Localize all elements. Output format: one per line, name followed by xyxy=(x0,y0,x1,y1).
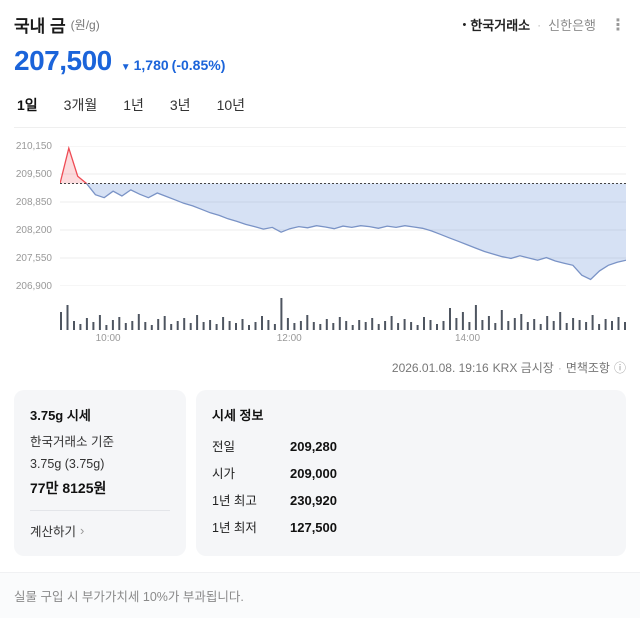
volume-chart xyxy=(60,296,626,330)
volume-chart-svg xyxy=(60,298,626,330)
quote-row: 시가 209,000 xyxy=(212,463,610,482)
source-bullet-icon: • xyxy=(462,18,467,31)
quote-value: 209,280 xyxy=(290,439,337,454)
info-icon[interactable]: ⓘ xyxy=(613,361,626,375)
quote-row: 전일 209,280 xyxy=(212,436,610,455)
quote-card-title: 시세 정보 xyxy=(212,408,264,423)
card-divider xyxy=(30,510,170,511)
y-axis-tick: 208,200 xyxy=(15,225,52,236)
quote-datetime: 2026.01.08. 19:16 xyxy=(391,360,489,375)
calculator-link[interactable]: 계산하기 › xyxy=(30,521,84,540)
quote-label: 전일 xyxy=(212,440,236,454)
tab-1일[interactable]: 1일 xyxy=(17,97,38,113)
header: 국내 금 (원/g) • 한국거래소 · 신한은행 ⋮ xyxy=(14,12,626,37)
tab-10년[interactable]: 10년 xyxy=(216,97,246,113)
tab-3년[interactable]: 3년 xyxy=(169,97,191,113)
down-arrow-icon: ▼ xyxy=(120,62,131,73)
price-unit-label: (원/g) xyxy=(70,18,100,32)
source-krx[interactable]: 한국거래소 xyxy=(470,18,531,33)
x-axis-labels: 10:00 12:00 14:00 xyxy=(60,333,626,347)
source-separator: · xyxy=(537,17,542,32)
tab-3개월[interactable]: 3개월 xyxy=(63,97,98,113)
quote-info-card: 시세 정보 전일 209,280 시가 209,000 1년 최고 230,920 1년 최… xyxy=(196,390,626,556)
quote-value: 230,920 xyxy=(290,493,337,508)
unit-card-price: 77만 8125원 xyxy=(30,480,107,496)
chevron-right-icon: › xyxy=(80,523,85,538)
x-axis-tick: 12:00 xyxy=(276,333,302,344)
price-row: 207,500 ▼ 1,780 (-0.85%) xyxy=(14,47,626,75)
gold-price-widget: 국내 금 (원/g) • 한국거래소 · 신한은행 ⋮ 207,500 ▼ 1,… xyxy=(14,12,626,556)
x-axis-tick: 10:00 xyxy=(95,333,121,344)
y-axis-labels: 210,150 209,500 208,850 208,200 207,550 206,9… xyxy=(14,141,60,292)
x-axis-tick: 14:00 xyxy=(455,333,481,344)
page-title: 국내 금 xyxy=(14,17,66,36)
info-cards: 3.75g 시세 한국거래소 기준 3.75g (3.75g) 77만 8125… xyxy=(14,390,626,556)
quote-rows: 전일 209,280 시가 209,000 1년 최고 230,920 1년 최저 127,5… xyxy=(212,436,610,536)
meta-line: 2026.01.08. 19:16 KRX 금시장 · 면책조항 ⓘ xyxy=(14,359,626,376)
calculator-link-label: 계산하기 xyxy=(30,525,77,539)
unit-card-title: 3.75g 시세 xyxy=(30,408,91,423)
price-chart-svg[interactable] xyxy=(60,146,626,286)
y-axis-tick: 208,850 xyxy=(15,197,52,208)
change-amount: 1,780 xyxy=(133,57,169,73)
quote-value: 127,500 xyxy=(290,520,337,535)
quote-label: 시가 xyxy=(212,467,236,481)
market-name: KRX 금시장 xyxy=(492,361,554,375)
quote-row: 1년 최저 127,500 xyxy=(212,517,610,536)
y-axis-tick: 209,500 xyxy=(15,169,52,180)
y-axis-tick: 206,900 xyxy=(15,281,52,292)
more-menu-icon[interactable]: ⋮ xyxy=(610,16,626,34)
price-chart[interactable] xyxy=(60,146,626,286)
unit-card-weight: 3.75g (3.75g) xyxy=(30,457,105,471)
quote-label: 1년 최고 xyxy=(212,494,257,508)
unit-card-basis: 한국거래소 기준 xyxy=(30,435,114,449)
change-percent: (-0.85%) xyxy=(171,57,226,73)
tab-1년[interactable]: 1년 xyxy=(123,97,144,113)
meta-separator: · xyxy=(557,360,562,375)
quote-value: 209,000 xyxy=(290,466,337,481)
y-axis-tick: 210,150 xyxy=(15,141,52,152)
footer-note: 실물 구입 시 부가가치세 10%가 부과됩니다. xyxy=(0,572,640,618)
quote-label: 1년 최저 xyxy=(212,521,257,535)
current-price: 207,500 xyxy=(14,45,112,76)
source-shinhan[interactable]: 신한은행 xyxy=(548,18,596,33)
range-tabs: 1일 3개월 1년 3년 10년 xyxy=(14,91,626,128)
price-change: ▼ 1,780 (-0.85%) xyxy=(121,57,226,75)
quote-row: 1년 최고 230,920 xyxy=(212,490,610,509)
disclaimer-link[interactable]: 면책조항 xyxy=(565,361,610,375)
y-axis-tick: 207,550 xyxy=(15,253,52,264)
unit-price-card: 3.75g 시세 한국거래소 기준 3.75g (3.75g) 77만 8125… xyxy=(14,390,186,556)
price-chart-area: 210,150 209,500 208,850 208,200 207,550 206,9… xyxy=(14,141,626,292)
